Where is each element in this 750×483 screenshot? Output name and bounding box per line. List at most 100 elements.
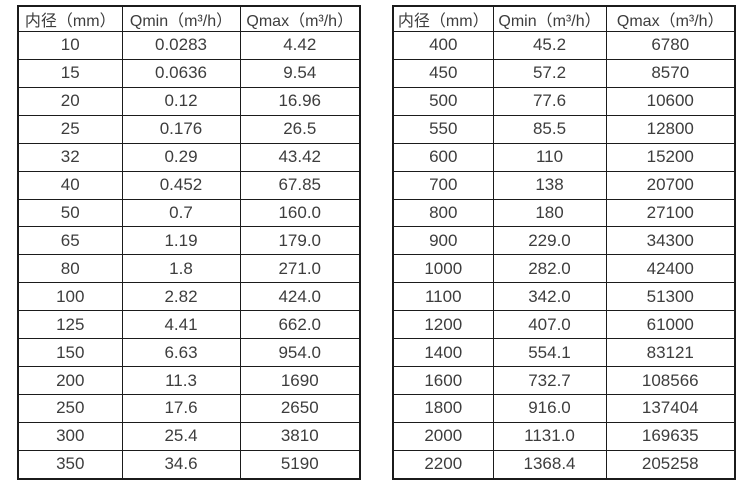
table-cell: 85.5 (492, 114, 607, 144)
table-row: 20 0.12 16.96 (17, 86, 361, 116)
table-row: 200 11.3 1690 (17, 366, 361, 395)
table-cell: 108566 (605, 366, 736, 395)
table-cell: 51300 (605, 282, 736, 312)
table-cell: 67.85 (239, 170, 361, 200)
table-cell: 1690 (239, 366, 361, 395)
table-cell: 43.42 (239, 142, 361, 172)
table-cell: 125 (17, 310, 123, 340)
table-cell: 1.8 (121, 254, 241, 284)
table-cell: 45.2 (492, 31, 607, 60)
table-cell: 180 (492, 198, 607, 228)
table-row: 100 2.82 424.0 (17, 282, 361, 312)
table-row: 550 85.5 12800 (392, 114, 736, 144)
table-cell: 6.63 (121, 338, 241, 368)
table-cell: 424.0 (239, 282, 361, 312)
table-cell: 40 (17, 170, 123, 200)
table-row: 32 0.29 43.42 (17, 142, 361, 172)
table-row: 1100 342.0 51300 (392, 282, 736, 312)
table-cell: 662.0 (239, 310, 361, 340)
table-cell: 0.0636 (121, 58, 241, 88)
table-cell: 450 (392, 58, 494, 88)
table-cell: 954.0 (239, 338, 361, 368)
table-row: 50 0.7 160.0 (17, 198, 361, 228)
table-cell: 57.2 (492, 58, 607, 88)
table-cell: 12800 (605, 114, 736, 144)
table-cell: 34.6 (121, 449, 241, 480)
table-cell: 0.0283 (121, 31, 241, 60)
table-cell: 1200 (392, 310, 494, 340)
table-cell: 2200 (392, 449, 494, 480)
table-cell: 0.176 (121, 114, 241, 144)
table-cell: 42400 (605, 254, 736, 284)
table-row: 1200 407.0 61000 (392, 310, 736, 340)
table-cell: 0.12 (121, 86, 241, 116)
table-cell: 342.0 (492, 282, 607, 312)
table-cell: 11.3 (121, 366, 241, 395)
table-cell: 80 (17, 254, 123, 284)
header-cell: Qmax（m³/h） (239, 5, 361, 32)
table-cell: 550 (392, 114, 494, 144)
table-cell: 250 (17, 393, 123, 423)
table-cell: 700 (392, 170, 494, 200)
flow-table-large-diameters: 内径（mm） Qmin（m³/h） Qmax（m³/h） 400 45.2 6780 450… (392, 5, 736, 480)
table-row: 300 25.4 3810 (17, 421, 361, 451)
table-row: 80 1.8 271.0 (17, 254, 361, 284)
table-row: 25 0.176 26.5 (17, 114, 361, 144)
header-cell: Qmin（m³/h） (121, 5, 241, 32)
table-cell: 179.0 (239, 226, 361, 256)
table-cell: 77.6 (492, 86, 607, 116)
table-cell: 1600 (392, 366, 494, 395)
table-cell: 1368.4 (492, 449, 607, 480)
table-cell: 169635 (605, 421, 736, 451)
table-cell: 916.0 (492, 393, 607, 423)
table-cell: 200 (17, 366, 123, 395)
table-cell: 16.96 (239, 86, 361, 116)
table-row: 2000 1131.0 169635 (392, 421, 736, 451)
table-cell: 554.1 (492, 338, 607, 368)
table-cell: 150 (17, 338, 123, 368)
table-cell: 9.54 (239, 58, 361, 88)
table-cell: 25.4 (121, 421, 241, 451)
table-row: 700 138 20700 (392, 170, 736, 200)
table-cell: 83121 (605, 338, 736, 368)
table-cell: 732.7 (492, 366, 607, 395)
header-cell: Qmin（m³/h） (492, 5, 607, 32)
table-row: 900 229.0 34300 (392, 226, 736, 256)
table-cell: 8570 (605, 58, 736, 88)
table-cell: 600 (392, 142, 494, 172)
table-cell: 282.0 (492, 254, 607, 284)
table-cell: 61000 (605, 310, 736, 340)
table-cell: 5190 (239, 449, 361, 480)
table-cell: 27100 (605, 198, 736, 228)
table-cell: 0.452 (121, 170, 241, 200)
table-cell: 20700 (605, 170, 736, 200)
table-cell: 1000 (392, 254, 494, 284)
table-cell: 34300 (605, 226, 736, 256)
table-cell: 50 (17, 198, 123, 228)
table-cell: 3810 (239, 421, 361, 451)
table-cell: 65 (17, 226, 123, 256)
header-cell: Qmax（m³/h） (605, 5, 736, 32)
table-cell: 205258 (605, 449, 736, 480)
table-cell: 32 (17, 142, 123, 172)
table-row: 400 45.2 6780 (392, 31, 736, 60)
table-cell: 4.41 (121, 310, 241, 340)
header-row: 内径（mm） Qmin（m³/h） Qmax（m³/h） (392, 5, 736, 32)
table-cell: 271.0 (239, 254, 361, 284)
table-cell: 10 (17, 31, 123, 60)
table-cell: 300 (17, 421, 123, 451)
table-cell: 6780 (605, 31, 736, 60)
table-cell: 17.6 (121, 393, 241, 423)
table-cell: 2.82 (121, 282, 241, 312)
table-cell: 110 (492, 142, 607, 172)
table-cell: 15 (17, 58, 123, 88)
table-row: 125 4.41 662.0 (17, 310, 361, 340)
flow-table-small-diameters: 内径（mm） Qmin（m³/h） Qmax（m³/h） 10 0.0283 4.42 15… (17, 5, 361, 480)
table-cell: 138 (492, 170, 607, 200)
table-cell: 100 (17, 282, 123, 312)
table-cell: 1.19 (121, 226, 241, 256)
table-cell: 1800 (392, 393, 494, 423)
header-row: 内径（mm） Qmin（m³/h） Qmax（m³/h） (17, 5, 361, 32)
table-row: 40 0.452 67.85 (17, 170, 361, 200)
table-row: 65 1.19 179.0 (17, 226, 361, 256)
